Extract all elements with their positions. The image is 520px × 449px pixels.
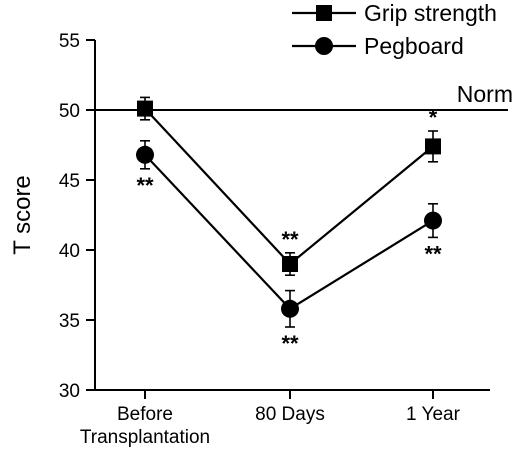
- y-tick-label: 30: [59, 381, 80, 402]
- norm-label: Norm: [457, 81, 513, 107]
- significance-annotation: *: [429, 105, 438, 130]
- legend: Grip strength Pegboard: [292, 0, 497, 59]
- legend-item: Grip strength: [292, 0, 497, 26]
- x-tick-label: 1 Year: [406, 404, 461, 425]
- data-point-square: [425, 138, 441, 155]
- x-tick-label: Transplantation: [80, 427, 210, 448]
- y-tick-label: 50: [59, 101, 80, 122]
- significance-annotation: **: [136, 173, 154, 198]
- y-axis-title: T score: [9, 175, 36, 255]
- y-tick-label: 40: [59, 241, 80, 262]
- legend-label: Pegboard: [364, 33, 464, 59]
- data-point-square: [282, 256, 298, 272]
- data-point-circle: [424, 211, 442, 230]
- significance-annotation: **: [424, 241, 442, 266]
- legend-label: Grip strength: [364, 0, 497, 26]
- x-tick-label: 80 Days: [255, 404, 325, 425]
- y-tick-label: 55: [59, 31, 80, 52]
- legend-item: Pegboard: [292, 33, 464, 59]
- significance-annotation: **: [281, 227, 299, 252]
- data-point-circle: [136, 145, 154, 164]
- y-tick-label: 35: [59, 311, 80, 332]
- y-tick-label: 45: [59, 171, 80, 192]
- series-group: *********: [136, 96, 442, 356]
- data-point-square: [137, 100, 153, 117]
- data-point-circle: [281, 299, 299, 318]
- legend-square-icon: [316, 5, 332, 21]
- series-pegboard: ** ** **: [136, 140, 442, 356]
- norm-reference: Norm: [95, 81, 513, 111]
- significance-annotation: **: [281, 331, 299, 356]
- x-tick-label: Before: [117, 404, 173, 425]
- series-grip-strength: ***: [137, 96, 441, 277]
- legend-circle-icon: [315, 37, 333, 55]
